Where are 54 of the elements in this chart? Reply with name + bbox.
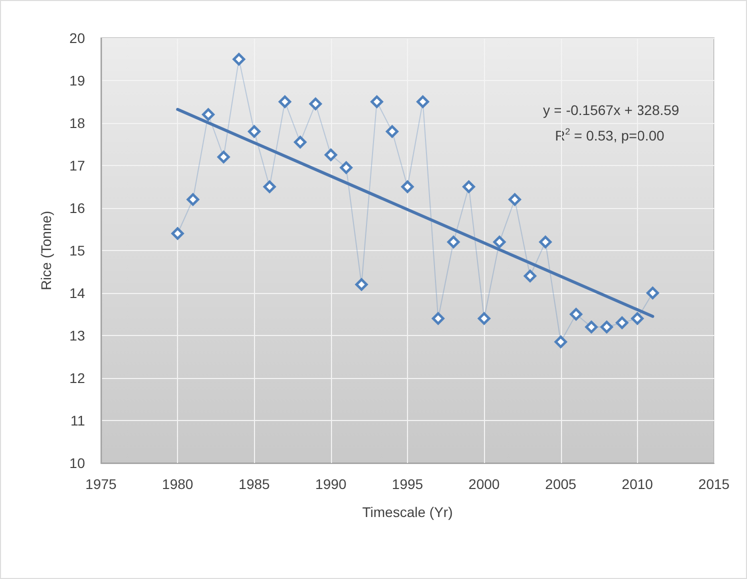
x-tick-label: 2010	[622, 476, 654, 492]
point	[294, 136, 306, 148]
point	[600, 320, 613, 334]
point	[202, 108, 215, 121]
point	[570, 308, 582, 320]
point	[232, 53, 246, 66]
point	[355, 278, 368, 291]
y-tick-label: 17	[69, 158, 86, 174]
point	[416, 96, 430, 108]
x-tick-label: 2000	[468, 476, 500, 492]
point	[524, 270, 536, 282]
point	[462, 180, 476, 193]
x-tick-label: 2015	[698, 476, 730, 492]
point	[324, 148, 338, 162]
point	[186, 193, 200, 206]
x-tick-label: 1985	[238, 476, 270, 492]
x-tick-label: 1995	[392, 476, 424, 492]
point	[401, 180, 414, 193]
point	[447, 236, 460, 248]
point	[616, 316, 628, 329]
y-axis-title: Rice (Tonne)	[38, 210, 54, 290]
point	[631, 312, 644, 325]
y-tick-label: 15	[69, 242, 86, 258]
point	[432, 312, 444, 325]
point	[539, 236, 552, 248]
point	[508, 193, 522, 206]
point	[554, 336, 567, 348]
point	[493, 236, 506, 248]
y-tick-label: 10	[69, 455, 86, 471]
point	[478, 312, 490, 325]
point	[309, 98, 322, 110]
y-tick-label: 11	[70, 412, 86, 428]
x-tick-label: 1990	[315, 476, 347, 492]
point	[340, 161, 352, 174]
point	[217, 150, 230, 164]
point	[171, 227, 184, 240]
x-tick-label: 1975	[85, 476, 117, 492]
point	[646, 286, 659, 300]
y-tick-label: 13	[69, 328, 86, 344]
y-tick-label: 19	[69, 72, 86, 88]
point	[370, 96, 384, 108]
point	[585, 320, 598, 334]
point	[386, 125, 398, 138]
y-tick-label: 12	[69, 370, 86, 386]
point	[278, 96, 292, 108]
x-axis-title: Timescale (Yr)	[362, 504, 453, 520]
point	[263, 180, 276, 193]
x-tick-label: 1980	[162, 476, 194, 492]
y-tick-label: 20	[69, 30, 86, 46]
x-tick-label: 2005	[545, 476, 577, 492]
y-tick-label: 14	[69, 285, 86, 301]
y-tick-label: 16	[69, 200, 86, 216]
y-tick-label: 18	[69, 115, 86, 131]
point	[248, 125, 260, 138]
